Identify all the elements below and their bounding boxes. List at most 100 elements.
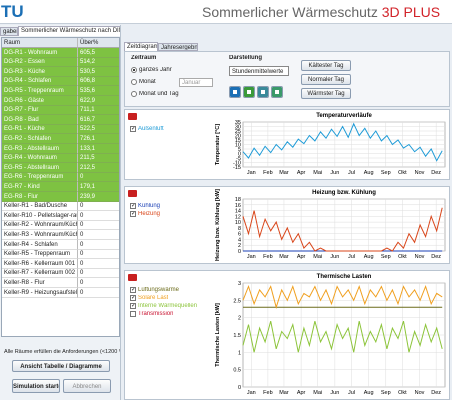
room-value[interactable]: 0 bbox=[78, 220, 119, 231]
x-tick-label: Dez bbox=[431, 390, 441, 396]
legend-checkbox[interactable]: ✓ bbox=[130, 287, 136, 293]
mode-select[interactable]: Stundenmittelwerte bbox=[229, 66, 289, 76]
room-value[interactable]: 622,9 bbox=[78, 96, 119, 106]
legend-label[interactable]: Lüftungswärme bbox=[138, 287, 180, 293]
room-name[interactable]: Keller-R2 - Wohnraum/Küche bbox=[2, 220, 78, 231]
y-tick-label: 4 bbox=[238, 237, 241, 243]
room-name[interactable]: EG-R7 - Kind bbox=[2, 182, 78, 192]
icon-button[interactable] bbox=[243, 86, 255, 98]
room-value[interactable]: 0 bbox=[78, 201, 119, 212]
room-name[interactable]: DG-R7 - Flur bbox=[2, 105, 78, 116]
room-value[interactable]: 530,5 bbox=[78, 67, 119, 77]
radio-label[interactable]: Monat und Tag bbox=[139, 91, 179, 97]
room-value[interactable]: 711,1 bbox=[78, 105, 119, 116]
room-value[interactable]: 726,1 bbox=[78, 134, 119, 144]
room-value[interactable]: 0 bbox=[78, 278, 119, 288]
cancel-button[interactable]: Abbrechen bbox=[63, 379, 111, 393]
collapse-icon[interactable] bbox=[128, 190, 137, 197]
room-name[interactable]: DG-R1 - Wohnraum bbox=[2, 48, 78, 58]
legend-label[interactable]: Kühlung bbox=[138, 203, 161, 209]
legend-checkbox[interactable]: ✓ bbox=[130, 126, 136, 132]
legend-checkbox[interactable]: ✓ bbox=[130, 295, 136, 301]
legend-label[interactable]: Transmission bbox=[138, 311, 174, 317]
room-value[interactable]: 0 bbox=[78, 172, 119, 183]
room-value[interactable]: 179,1 bbox=[78, 182, 119, 192]
radio[interactable] bbox=[131, 79, 137, 85]
room-name[interactable]: Keller-R5 - Treppenraum bbox=[2, 249, 78, 260]
x-tick-label: Okt bbox=[398, 390, 407, 396]
room-value[interactable]: 0 bbox=[78, 268, 119, 279]
y-tick-label: 2 bbox=[238, 243, 241, 249]
room-name[interactable]: DG-R6 - Gäste bbox=[2, 96, 78, 106]
room-name[interactable]: EG-R5 - Abstellraum bbox=[2, 163, 78, 173]
collapse-icon[interactable] bbox=[128, 113, 137, 120]
room-value[interactable]: 0 bbox=[78, 259, 119, 269]
collapse-icon[interactable] bbox=[128, 274, 137, 281]
x-tick-label: Nov bbox=[415, 390, 425, 396]
room-name[interactable]: Keller-R1 - Bad/Dusche bbox=[2, 201, 78, 212]
tab[interactable]: gaben bbox=[0, 27, 18, 36]
tab[interactable]: Zeitdiagramme bbox=[124, 42, 158, 51]
start-button[interactable]: Simulation starten bbox=[12, 379, 60, 393]
icon-button[interactable] bbox=[229, 86, 241, 98]
legend-checkbox[interactable]: ✓ bbox=[130, 211, 136, 217]
room-value[interactable]: 0 bbox=[78, 249, 119, 260]
room-name[interactable]: EG-R6 - Treppenraum bbox=[2, 172, 78, 183]
room-name[interactable]: Keller-R6 - Kellerraum 001 bbox=[2, 259, 78, 269]
room-value[interactable]: 514,2 bbox=[78, 57, 119, 68]
room-value[interactable]: 0 bbox=[78, 240, 119, 250]
day-button[interactable]: Normaler Tag bbox=[301, 74, 351, 85]
radio-label[interactable]: ganzes Jahr bbox=[139, 67, 172, 73]
room-name[interactable]: EG-R2 - Schlafen bbox=[2, 134, 78, 144]
icon-button[interactable] bbox=[271, 86, 283, 98]
legend-label[interactable]: Außenluft bbox=[138, 126, 164, 132]
room-name[interactable]: EG-R4 - Wohnraum bbox=[2, 153, 78, 164]
room-value[interactable]: 605,5 bbox=[78, 48, 119, 58]
month-select[interactable]: Januar bbox=[179, 78, 213, 87]
room-name[interactable]: DG-R4 - Schlafen bbox=[2, 76, 78, 87]
icon-button[interactable] bbox=[257, 86, 269, 98]
room-name[interactable]: Keller-R9 - Heizungsaufstellraum bbox=[2, 288, 78, 298]
tab[interactable]: Jahresergebnisse bbox=[158, 43, 198, 51]
room-value[interactable]: 133,1 bbox=[78, 144, 119, 154]
room-value[interactable]: 0 bbox=[78, 211, 119, 221]
radio[interactable] bbox=[131, 91, 137, 97]
room-name[interactable]: DG-R2 - Essen bbox=[2, 57, 78, 68]
room-name[interactable]: EG-R1 - Küche bbox=[2, 124, 78, 135]
room-value[interactable]: 0 bbox=[78, 288, 119, 298]
room-name[interactable]: Keller-R10 - Pelletslager-raum bbox=[2, 211, 78, 221]
room-value[interactable]: 0 bbox=[78, 230, 119, 240]
room-name[interactable]: DG-R8 - Bad bbox=[2, 115, 78, 125]
room-value[interactable]: 211,5 bbox=[78, 153, 119, 164]
legend-label[interactable]: Interne Wärmequellen bbox=[138, 303, 198, 309]
room-value[interactable]: 606,8 bbox=[78, 76, 119, 87]
room-value[interactable]: 535,6 bbox=[78, 86, 119, 96]
radio-label[interactable]: Monat bbox=[139, 79, 156, 85]
room-value[interactable]: 239,9 bbox=[78, 192, 119, 202]
controls: Zeitraum ganzes Jahr Monat Monat und Tag Jan… bbox=[124, 51, 450, 107]
tab[interactable]: Sommerlicher Wärmeschutz nach DIN 4108-2… bbox=[18, 26, 120, 36]
room-name[interactable]: Keller-R7 - Kellerraum 002 bbox=[2, 268, 78, 279]
view-button[interactable]: Ansicht Tabelle / Diagramme bbox=[12, 360, 110, 372]
legend-checkbox[interactable]: ✓ bbox=[130, 203, 136, 209]
day-button[interactable]: Kältester Tag bbox=[301, 60, 351, 71]
room-value[interactable]: 522,5 bbox=[78, 124, 119, 135]
room-name[interactable]: Keller-R3 - Wohnraum/Küche bbox=[2, 230, 78, 240]
legend-checkbox[interactable]: ✓ bbox=[130, 303, 136, 309]
room-value[interactable]: 212,5 bbox=[78, 163, 119, 173]
room-name[interactable]: Keller-R8 - Flur bbox=[2, 278, 78, 288]
series-line bbox=[242, 285, 443, 310]
room-name[interactable]: Keller-R4 - Schlafen bbox=[2, 240, 78, 250]
room-name[interactable]: DG-R3 - Küche bbox=[2, 67, 78, 77]
legend-label[interactable]: Solare Last bbox=[138, 295, 169, 301]
room-name[interactable]: EG-R3 - Abstellraum bbox=[2, 144, 78, 154]
room-name[interactable]: DG-R5 - Treppenraum bbox=[2, 86, 78, 96]
legend-label[interactable]: Heizung bbox=[138, 211, 161, 217]
radio[interactable] bbox=[131, 67, 137, 73]
room-name[interactable]: EG-R8 - Flur bbox=[2, 192, 78, 202]
y-tick-label: -5 bbox=[236, 156, 241, 162]
room-value[interactable]: 616,7 bbox=[78, 115, 119, 125]
day-button[interactable]: Wärmster Tag bbox=[301, 88, 351, 99]
legend-checkbox[interactable] bbox=[130, 311, 136, 317]
